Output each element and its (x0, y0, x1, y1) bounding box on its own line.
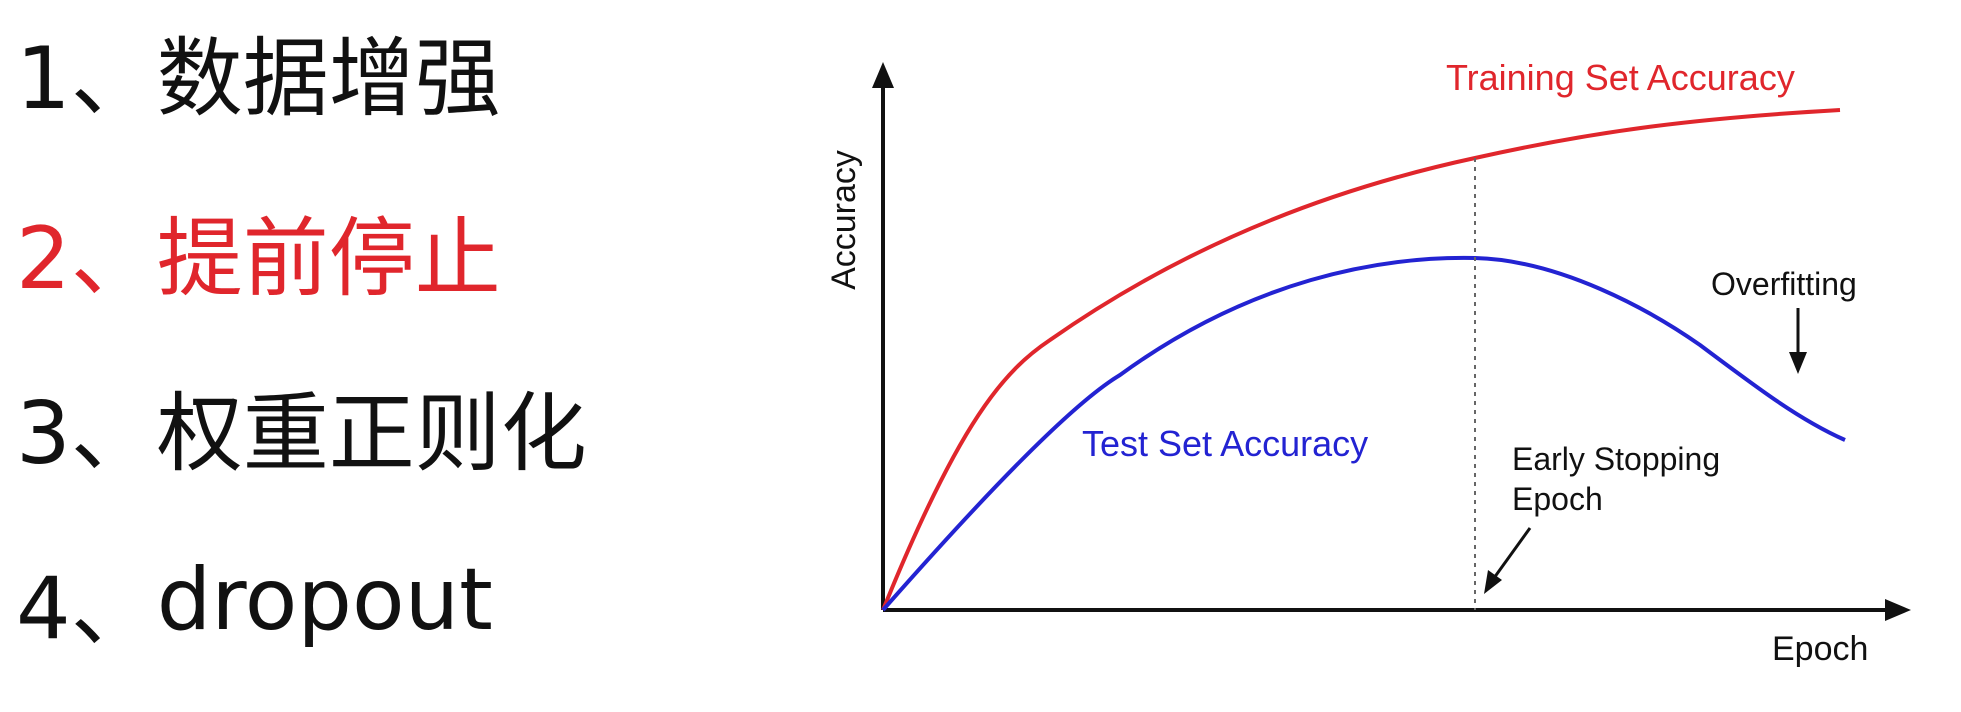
list-item-number: 4、 (16, 558, 157, 659)
list-item-dropout: 4、 dropout (16, 540, 493, 660)
overfitting-arrow-icon (1789, 352, 1807, 374)
overfitting-label: Overfitting (1711, 266, 1857, 302)
training-accuracy-curve (881, 108, 1841, 611)
topic-list: 1、 数据增强 2、 提前停止 3、 权重正则化 4、 dropout (16, 0, 587, 712)
list-item-number: 1、 (16, 28, 157, 129)
early-stopping-arrow-shaft (1492, 527, 1532, 579)
list-item-number: 3、 (16, 383, 157, 484)
list-item-early-stopping: 2、 提前停止 (16, 190, 501, 310)
y-axis-label: Accuracy (825, 150, 863, 290)
training-accuracy-label: Training Set Accuracy (1446, 57, 1795, 98)
list-item-weight-regularization: 3、 权重正则化 (16, 365, 587, 485)
x-axis-label: Epoch (1772, 630, 1868, 668)
list-item-text: 权重正则化 (156, 383, 587, 484)
early-stopping-label-line1: Early Stopping (1512, 441, 1720, 477)
list-item-data-augmentation: 1、 数据增强 (16, 10, 501, 130)
list-item-number: 2、 (16, 208, 157, 309)
y-axis-arrowhead (872, 62, 894, 88)
x-axis-arrowhead (1885, 599, 1911, 621)
list-item-text: 提前停止 (156, 208, 501, 309)
early-stopping-label-line2: Epoch (1512, 481, 1603, 517)
list-item-text: 数据增强 (156, 28, 501, 129)
test-accuracy-label: Test Set Accuracy (1082, 423, 1368, 464)
early-stopping-arrow-icon (1484, 570, 1502, 594)
test-accuracy-curve (881, 255, 1846, 612)
list-item-text: dropout (156, 550, 493, 650)
